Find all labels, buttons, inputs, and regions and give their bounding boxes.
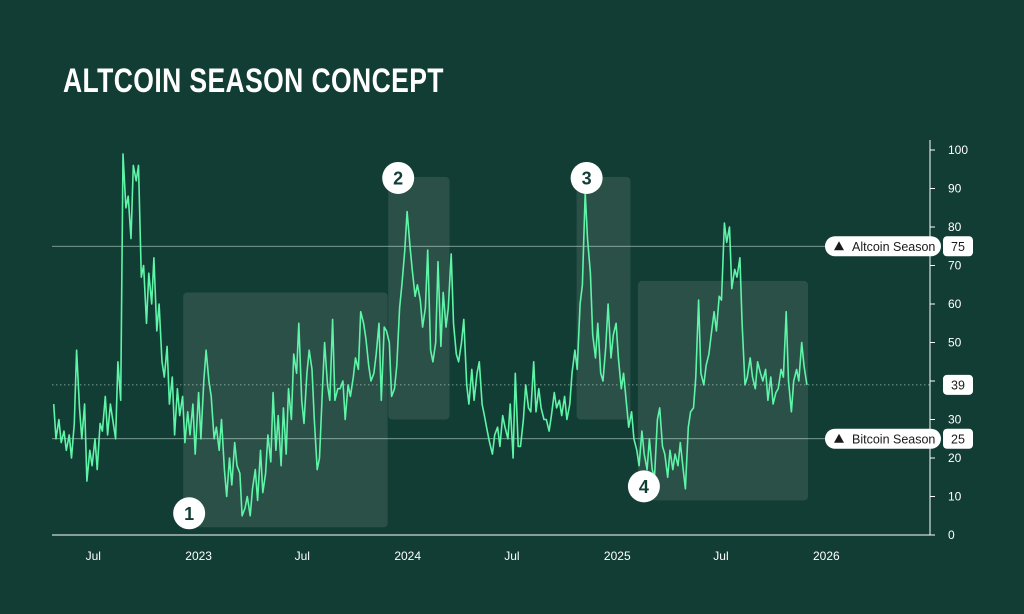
- y-tick-label: 60: [948, 297, 962, 311]
- y-tick-label: 90: [948, 182, 962, 196]
- region-box-4: [637, 280, 809, 501]
- x-tick-label: Jul: [295, 549, 310, 563]
- labels-layer: Altcoin Season 75 Bitcoin Season 25 39 1 2 3 4: [173, 161, 973, 530]
- reference-value-box: [943, 236, 973, 257]
- region-badge-1: [173, 497, 206, 530]
- series-layer: [52, 153, 808, 517]
- region-badge-number: 3: [582, 168, 592, 188]
- y-tick-label: 10: [948, 490, 962, 504]
- reference-value: 39: [951, 378, 965, 392]
- reference-pill: [825, 236, 941, 257]
- x-tick-label: 2024: [394, 549, 421, 563]
- x-tick-label: 2026: [813, 549, 840, 563]
- y-tick-label: 80: [948, 220, 962, 234]
- chart-title: ALTCOIN SEASON CONCEPT: [63, 62, 444, 100]
- y-tick-label: 100: [948, 143, 968, 157]
- region-badge-3: [570, 161, 603, 194]
- region-box-1: [183, 292, 388, 528]
- region-box-3: [576, 176, 631, 420]
- reference-value-box: [943, 374, 973, 395]
- reference-pill: [825, 428, 941, 449]
- x-tick-label: Jul: [713, 549, 728, 563]
- triangle-up-icon: [834, 241, 844, 251]
- y-tick-label: 0: [948, 528, 955, 542]
- altcoin-index-line: [52, 153, 808, 517]
- reference-label: Bitcoin Season: [852, 432, 935, 446]
- triangle-up-icon: [834, 433, 844, 443]
- x-tick-label: Jul: [86, 549, 101, 563]
- region-badge-number: 4: [639, 477, 649, 497]
- y-tick-label: 20: [948, 451, 962, 465]
- region-box-2: [388, 176, 450, 420]
- region-badge-number: 2: [393, 168, 403, 188]
- region-badge-4: [627, 470, 660, 503]
- regions-layer: [183, 176, 809, 528]
- y-tick-label: 30: [948, 413, 962, 427]
- y-tick-label: 70: [948, 259, 962, 273]
- reference-value-box: [943, 428, 973, 449]
- region-badge-2: [382, 161, 415, 194]
- reference-label: Altcoin Season: [852, 240, 935, 254]
- y-tick-label: 50: [948, 336, 962, 350]
- region-badge-number: 1: [184, 504, 194, 524]
- reference-lines-layer: [52, 245, 930, 440]
- x-tick-label: 2025: [604, 549, 631, 563]
- reference-value: 25: [951, 432, 965, 446]
- axes-layer: 0102030405060708090100Jul2023Jul2024Jul2…: [52, 140, 968, 563]
- x-tick-label: 2023: [185, 549, 212, 563]
- x-tick-label: Jul: [504, 549, 519, 563]
- reference-value: 75: [951, 240, 965, 254]
